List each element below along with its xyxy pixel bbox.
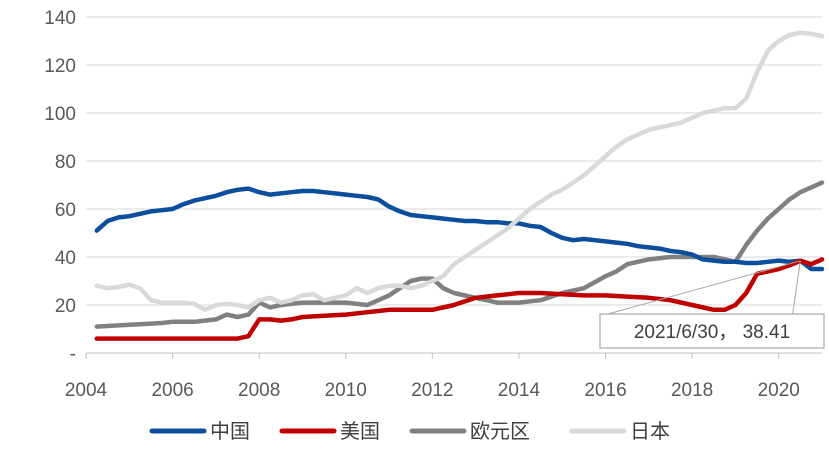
gridlines: [86, 16, 822, 306]
x-tick-label: 2008: [238, 380, 280, 401]
callout-leader-line: [607, 260, 801, 315]
legend-label: 日本: [630, 419, 670, 443]
x-axis-ticks: 2004 2006 2008 2010 2012 2014 2016 2018 2020: [65, 353, 800, 401]
y-tick-label: 140: [44, 8, 76, 29]
data-callout: 2021/6/30， 38.41: [599, 260, 825, 349]
y-tick-label: 20: [55, 296, 76, 317]
legend: 中国 美国 欧元区 日本: [149, 419, 670, 443]
callout-label: 2021/6/30， 38.41: [634, 322, 790, 343]
y-tick-label: 100: [44, 104, 76, 125]
legend-label: 欧元区: [470, 419, 530, 443]
x-tick-label: 2016: [584, 380, 626, 401]
x-tick-label: 2020: [758, 380, 800, 401]
y-tick-label: 120: [44, 56, 76, 77]
series-line-3: [94, 180, 825, 329]
series-line-2: [94, 257, 825, 341]
y-tick-label: 60: [55, 200, 76, 221]
x-tick-label: 2010: [325, 380, 367, 401]
legend-label: 美国: [340, 419, 380, 443]
x-tick-label: 2004: [65, 380, 108, 401]
x-tick-label: 2014: [498, 380, 541, 401]
callout-box: [599, 313, 825, 349]
series-line-1: [94, 186, 825, 272]
legend-label: 中国: [210, 419, 250, 443]
y-tick-label: 40: [55, 248, 76, 269]
y-tick-label: 80: [55, 152, 76, 173]
y-tick-label: -: [70, 344, 76, 365]
callout-leader-line: [792, 260, 801, 315]
series-line-4: [94, 30, 825, 313]
y-axis-ticks: - 20 40 60 80 100 120 140: [44, 8, 76, 365]
x-tick-label: 2006: [151, 380, 193, 401]
x-tick-label: 2018: [671, 380, 713, 401]
x-tick-label: 2012: [411, 380, 453, 401]
series-lines: [94, 30, 825, 341]
